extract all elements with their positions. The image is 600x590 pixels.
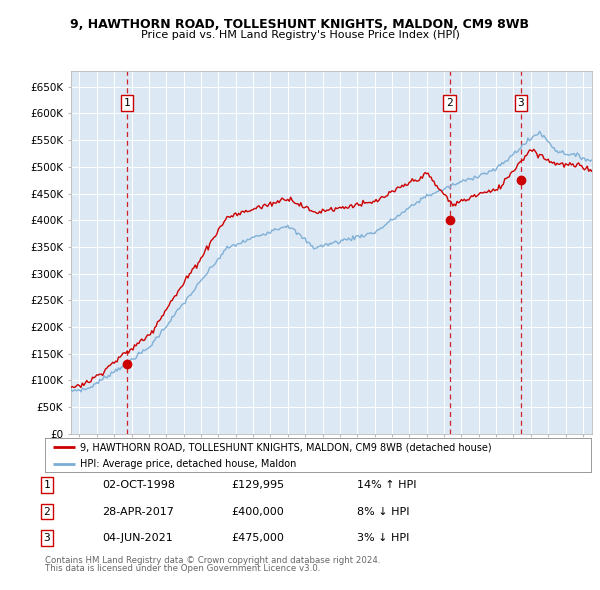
Text: 04-JUN-2021: 04-JUN-2021 — [102, 533, 173, 543]
Text: 3: 3 — [43, 533, 50, 543]
Text: This data is licensed under the Open Government Licence v3.0.: This data is licensed under the Open Gov… — [45, 565, 320, 573]
Text: 3% ↓ HPI: 3% ↓ HPI — [357, 533, 409, 543]
Text: 14% ↑ HPI: 14% ↑ HPI — [357, 480, 416, 490]
Text: 9, HAWTHORN ROAD, TOLLESHUNT KNIGHTS, MALDON, CM9 8WB: 9, HAWTHORN ROAD, TOLLESHUNT KNIGHTS, MA… — [71, 18, 530, 31]
Text: 3: 3 — [517, 98, 524, 108]
Text: 2: 2 — [446, 98, 453, 108]
Text: Contains HM Land Registry data © Crown copyright and database right 2024.: Contains HM Land Registry data © Crown c… — [45, 556, 380, 565]
Text: Price paid vs. HM Land Registry's House Price Index (HPI): Price paid vs. HM Land Registry's House … — [140, 30, 460, 40]
Text: 1: 1 — [124, 98, 131, 108]
Text: £475,000: £475,000 — [231, 533, 284, 543]
Text: HPI: Average price, detached house, Maldon: HPI: Average price, detached house, Mald… — [80, 460, 297, 470]
Text: 28-APR-2017: 28-APR-2017 — [102, 507, 174, 516]
Text: £129,995: £129,995 — [231, 480, 284, 490]
Text: 9, HAWTHORN ROAD, TOLLESHUNT KNIGHTS, MALDON, CM9 8WB (detached house): 9, HAWTHORN ROAD, TOLLESHUNT KNIGHTS, MA… — [80, 442, 492, 452]
Text: 8% ↓ HPI: 8% ↓ HPI — [357, 507, 409, 516]
Text: 2: 2 — [43, 507, 50, 516]
Text: 1: 1 — [43, 480, 50, 490]
Text: 02-OCT-1998: 02-OCT-1998 — [102, 480, 175, 490]
Text: £400,000: £400,000 — [231, 507, 284, 516]
